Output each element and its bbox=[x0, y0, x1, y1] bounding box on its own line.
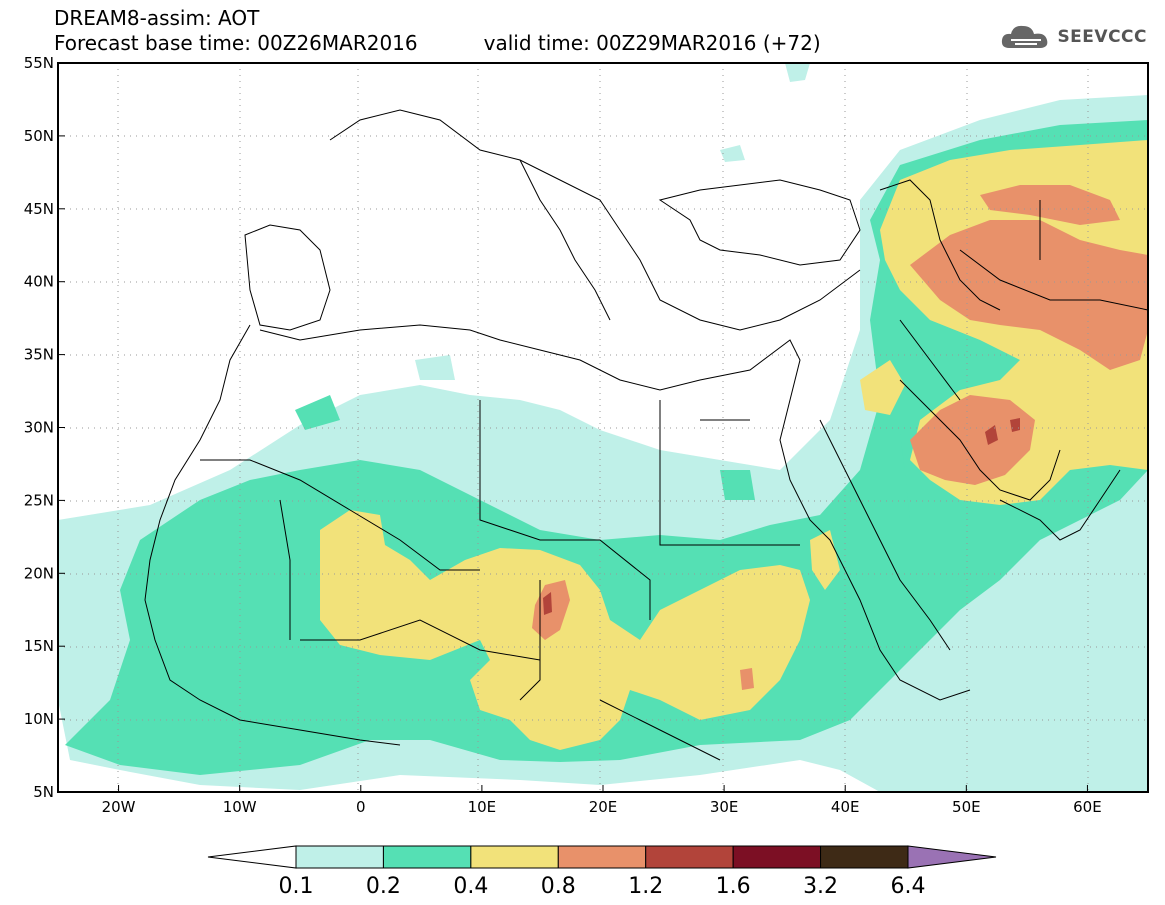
country-borders bbox=[200, 200, 1148, 761]
coastlines bbox=[144, 109, 1121, 746]
cloud-icon bbox=[1002, 25, 1048, 48]
lon-tick-label: 40E bbox=[831, 798, 860, 816]
lon-tick-label: 10E bbox=[468, 798, 497, 816]
aot-contour-0.4-west bbox=[320, 510, 810, 750]
map-header: DREAM8-assim: AOT Forecast base time: 00… bbox=[54, 6, 821, 56]
lat-tick-label: 40N bbox=[24, 273, 54, 291]
valid-time: valid time: 00Z29MAR2016 (+72) bbox=[483, 31, 821, 55]
colorbar: 0.1 0.2 0.4 0.8 1.2 1.6 3.2 6.4 bbox=[207, 845, 997, 899]
aot-contour-0.1-north bbox=[415, 63, 810, 380]
colorbar-label: 6.4 bbox=[891, 874, 926, 899]
colorbar-label: 0.4 bbox=[453, 874, 488, 899]
lat-tick-label: 5N bbox=[33, 783, 54, 801]
colorbar-swatch bbox=[645, 845, 734, 869]
lat-tick-label: 15N bbox=[24, 637, 54, 655]
colorbar-swatch bbox=[557, 845, 647, 869]
lat-tick-label: 55N bbox=[24, 54, 54, 72]
lat-tick-label: 10N bbox=[24, 710, 54, 728]
logo-text: SEEVCCC bbox=[1057, 27, 1147, 47]
product-title: DREAM8-assim: AOT bbox=[54, 6, 260, 30]
lat-tick-label: 20N bbox=[24, 564, 54, 582]
lat-tick-label: 50N bbox=[24, 127, 54, 145]
latitude-axis: 55N 50N 45N 40N 35N 30N 25N 20N 15N 10N 5N bbox=[24, 54, 65, 801]
colorbar-swatch bbox=[732, 845, 822, 869]
longitude-axis: 20W 10W 0 10E 20E 30E 40E 50E 60E bbox=[102, 785, 1102, 816]
aot-contour-0.4-c bbox=[810, 360, 905, 590]
colorbar-swatch bbox=[470, 845, 559, 869]
lon-tick-label: 20E bbox=[589, 798, 618, 816]
colorbar-labels: 0.1 0.2 0.4 0.8 1.2 1.6 3.2 6.4 bbox=[279, 874, 926, 899]
seevccc-logo: SEEVCCC bbox=[1001, 22, 1147, 52]
time-line: Forecast base time: 00Z26MAR2016 valid ti… bbox=[54, 31, 821, 56]
lon-tick-label: 30E bbox=[710, 798, 739, 816]
colorbar-segments bbox=[295, 845, 909, 869]
colorbar-label: 1.6 bbox=[716, 874, 751, 899]
aot-contour-0.8-gulf bbox=[910, 395, 1035, 485]
aot-contour-0.8-north bbox=[980, 185, 1120, 225]
aot-field bbox=[58, 63, 1148, 792]
colorbar-arrow-low bbox=[207, 845, 297, 869]
lat-tick-label: 35N bbox=[24, 346, 54, 364]
colorbar-swatch bbox=[820, 845, 909, 869]
aot-contour-0.8-chad bbox=[532, 580, 754, 690]
forecast-base-time: Forecast base time: 00Z26MAR2016 bbox=[54, 31, 418, 55]
lon-tick-label: 20W bbox=[102, 798, 136, 816]
colorbar-swatch bbox=[382, 845, 472, 869]
lon-tick-label: 0 bbox=[356, 798, 366, 816]
colorbar-swatch bbox=[295, 845, 384, 869]
lat-tick-label: 25N bbox=[24, 491, 54, 509]
colorbar-label: 0.2 bbox=[366, 874, 401, 899]
colorbar-label: 1.2 bbox=[628, 874, 663, 899]
lon-tick-label: 60E bbox=[1073, 798, 1102, 816]
colorbar-arrow-high bbox=[907, 845, 997, 869]
lon-tick-label: 50E bbox=[952, 798, 981, 816]
lat-tick-label: 30N bbox=[24, 419, 54, 437]
lon-tick-label: 10W bbox=[223, 798, 257, 816]
lat-tick-label: 45N bbox=[24, 200, 54, 218]
colorbar-label: 3.2 bbox=[803, 874, 838, 899]
colorbar-label: 0.1 bbox=[279, 874, 314, 899]
colorbar-label: 0.8 bbox=[541, 874, 576, 899]
